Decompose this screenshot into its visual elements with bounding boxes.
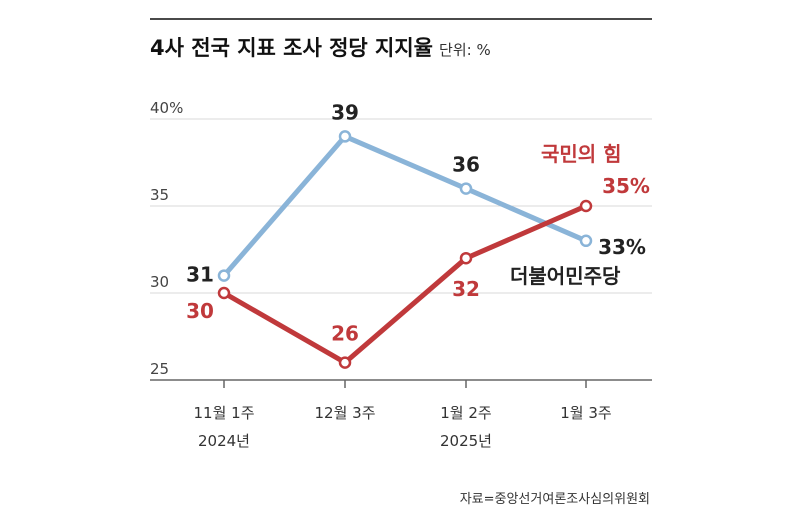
data-label-ppp: 35%: [602, 174, 650, 198]
data-label-ppp: 30: [186, 299, 214, 323]
series-line-ppp: [221, 203, 589, 366]
y-tick-label: 25: [150, 360, 169, 378]
data-label-democratic: 31: [186, 263, 214, 287]
series-line-democratic: [221, 133, 589, 279]
data-point-ppp: [459, 251, 473, 265]
x-tick-label: 12월 3주: [315, 404, 376, 422]
data-point-democratic: [579, 234, 593, 248]
data-label-ppp: 32: [452, 277, 480, 301]
top-rule: [150, 18, 652, 20]
data-label-ppp: 26: [331, 322, 359, 346]
data-point-ppp: [338, 356, 352, 369]
y-tick-label: 30: [150, 273, 169, 291]
y-tick-label: 35: [150, 186, 169, 204]
data-point-ppp: [217, 286, 231, 300]
x-tick-label: 1월 3주: [560, 404, 611, 422]
data-label-democratic: 39: [331, 100, 359, 124]
data-label-democratic: 36: [452, 153, 480, 177]
source-note: 자료=중앙선거여론조사심의위원회: [459, 492, 650, 507]
series-name-ppp: 국민의 힘: [541, 142, 622, 166]
x-tick-sublabel: 2025년: [440, 432, 492, 450]
data-point-democratic: [217, 269, 231, 282]
x-tick-sublabel: 2024년: [198, 432, 250, 450]
unit-label: 단위: %: [439, 41, 491, 59]
data-point-ppp: [579, 199, 593, 213]
chart-title-text: 4사 전국 지표 조사 정당 지지율: [150, 36, 434, 60]
data-point-democratic: [459, 182, 473, 195]
x-tick-label: 11월 1주: [194, 404, 255, 422]
data-label-democratic: 33%: [598, 235, 646, 259]
chart-title: 4사 전국 지표 조사 정당 지지율 단위: %: [150, 32, 491, 62]
y-tick-label: 40%: [150, 99, 183, 117]
data-point-democratic: [338, 130, 352, 143]
series-name-democratic: 더불어민주당: [510, 264, 621, 288]
x-tick-label: 1월 2주: [440, 404, 491, 422]
